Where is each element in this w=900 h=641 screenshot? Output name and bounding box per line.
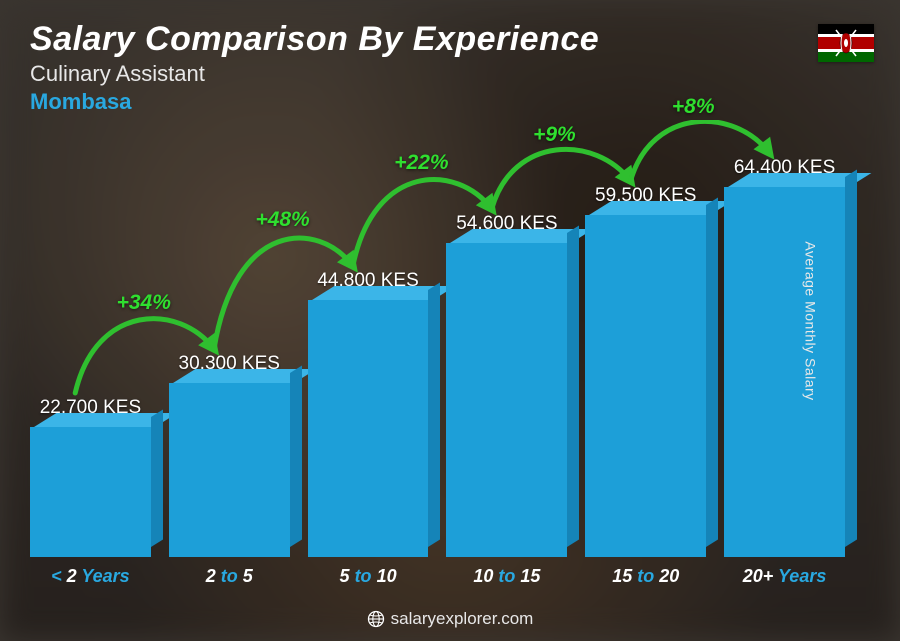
bar-column: 30,300 KES — [169, 353, 290, 557]
growth-label: +34% — [117, 291, 171, 315]
bar — [585, 215, 706, 557]
bar — [169, 383, 290, 557]
bar-side-face — [706, 198, 718, 547]
growth-label: +9% — [533, 123, 576, 147]
content-frame: Salary Comparison By Experience Culinary… — [0, 0, 900, 641]
bar-column: 64,400 KES — [724, 157, 845, 557]
footer: salaryexplorer.com — [0, 609, 900, 629]
chart-title: Salary Comparison By Experience — [30, 20, 870, 59]
bar-side-face — [428, 283, 440, 547]
chart-subtitle: Culinary Assistant — [30, 61, 870, 87]
bar-column: 44,800 KES — [308, 270, 429, 557]
bar-side-face — [290, 366, 302, 547]
bar — [308, 300, 429, 557]
bar-column: 59,500 KES — [585, 185, 706, 557]
x-axis-label: 10 to 15 — [446, 566, 567, 587]
y-axis-label: Average Monthly Salary — [802, 241, 818, 400]
bar-column: 54,600 KES — [446, 213, 567, 557]
bar-side-face — [567, 226, 579, 547]
x-axis-labels: < 2 Years 2 to 5 5 to 10 10 to 15 15 to 20 20… — [30, 566, 845, 587]
chart-location: Mombasa — [30, 89, 870, 115]
x-axis-label: < 2 Years — [30, 566, 151, 587]
x-axis-label: 15 to 20 — [585, 566, 706, 587]
footer-text: salaryexplorer.com — [391, 609, 534, 629]
bar — [30, 427, 151, 557]
growth-label: +48% — [255, 208, 309, 232]
flag-icon — [818, 24, 874, 62]
bar-side-face — [845, 170, 857, 547]
x-axis-label: 5 to 10 — [308, 566, 429, 587]
bar-side-face — [151, 410, 163, 547]
bar-column: 22,700 KES — [30, 397, 151, 557]
growth-label: +8% — [672, 95, 715, 119]
x-axis-label: 20+ Years — [724, 566, 845, 587]
growth-label: +22% — [394, 151, 448, 175]
bars-row: 22,700 KES 30,300 KES 44,800 KES 54,600 … — [30, 157, 845, 557]
chart-area: 22,700 KES 30,300 KES 44,800 KES 54,600 … — [30, 120, 845, 581]
bar — [724, 187, 845, 557]
bar — [446, 243, 567, 557]
header: Salary Comparison By Experience Culinary… — [30, 20, 870, 115]
x-axis-label: 2 to 5 — [169, 566, 290, 587]
globe-icon — [367, 610, 385, 628]
